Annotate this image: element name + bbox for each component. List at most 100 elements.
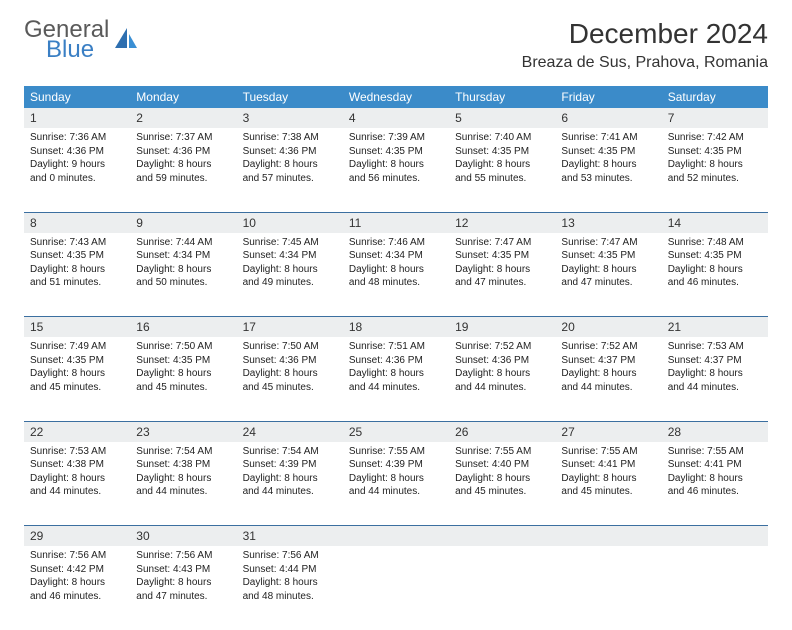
daynum-cell: 22 (24, 421, 130, 442)
day-cell: Sunrise: 7:54 AMSunset: 4:39 PMDaylight:… (237, 442, 343, 526)
daynum-cell: 7 (662, 108, 768, 128)
daynum-cell (662, 526, 768, 547)
day-number: 2 (130, 108, 236, 128)
day-details: Sunrise: 7:55 AMSunset: 4:40 PMDaylight:… (449, 442, 555, 505)
day-cell: Sunrise: 7:55 AMSunset: 4:40 PMDaylight:… (449, 442, 555, 526)
daynum-cell: 10 (237, 212, 343, 233)
day-number: 16 (130, 317, 236, 337)
content-row: Sunrise: 7:36 AMSunset: 4:36 PMDaylight:… (24, 128, 768, 212)
daynum-cell: 12 (449, 212, 555, 233)
day-number: 29 (24, 526, 130, 546)
daynum-cell: 14 (662, 212, 768, 233)
day-cell: Sunrise: 7:55 AMSunset: 4:41 PMDaylight:… (555, 442, 661, 526)
day-number: 5 (449, 108, 555, 128)
day-details: Sunrise: 7:56 AMSunset: 4:43 PMDaylight:… (130, 546, 236, 609)
title-block: December 2024 Breaza de Sus, Prahova, Ro… (522, 18, 768, 72)
weekday-header: Tuesday (237, 86, 343, 108)
day-cell (662, 546, 768, 630)
day-cell (449, 546, 555, 630)
day-cell: Sunrise: 7:46 AMSunset: 4:34 PMDaylight:… (343, 233, 449, 317)
daynum-cell: 11 (343, 212, 449, 233)
weekday-header: Monday (130, 86, 236, 108)
day-details: Sunrise: 7:53 AMSunset: 4:37 PMDaylight:… (662, 337, 768, 400)
day-details: Sunrise: 7:46 AMSunset: 4:34 PMDaylight:… (343, 233, 449, 296)
daynum-cell: 15 (24, 317, 130, 338)
day-cell: Sunrise: 7:56 AMSunset: 4:43 PMDaylight:… (130, 546, 236, 630)
day-number: 19 (449, 317, 555, 337)
day-details: Sunrise: 7:48 AMSunset: 4:35 PMDaylight:… (662, 233, 768, 296)
day-details: Sunrise: 7:42 AMSunset: 4:35 PMDaylight:… (662, 128, 768, 191)
day-number: 8 (24, 213, 130, 233)
day-number: 30 (130, 526, 236, 546)
daynum-row: 1234567 (24, 108, 768, 128)
day-details: Sunrise: 7:54 AMSunset: 4:39 PMDaylight:… (237, 442, 343, 505)
day-cell: Sunrise: 7:50 AMSunset: 4:35 PMDaylight:… (130, 337, 236, 421)
daynum-cell (555, 526, 661, 547)
weekday-header: Wednesday (343, 86, 449, 108)
month-title: December 2024 (522, 18, 768, 50)
day-number: 15 (24, 317, 130, 337)
day-details: Sunrise: 7:52 AMSunset: 4:36 PMDaylight:… (449, 337, 555, 400)
day-cell: Sunrise: 7:48 AMSunset: 4:35 PMDaylight:… (662, 233, 768, 317)
day-cell: Sunrise: 7:38 AMSunset: 4:36 PMDaylight:… (237, 128, 343, 212)
day-cell: Sunrise: 7:54 AMSunset: 4:38 PMDaylight:… (130, 442, 236, 526)
logo: General Blue (24, 18, 139, 62)
day-details: Sunrise: 7:56 AMSunset: 4:42 PMDaylight:… (24, 546, 130, 609)
day-details: Sunrise: 7:55 AMSunset: 4:41 PMDaylight:… (555, 442, 661, 505)
day-details: Sunrise: 7:39 AMSunset: 4:35 PMDaylight:… (343, 128, 449, 191)
day-number: 25 (343, 422, 449, 442)
day-details: Sunrise: 7:38 AMSunset: 4:36 PMDaylight:… (237, 128, 343, 191)
sail-icon (113, 26, 139, 57)
day-cell: Sunrise: 7:45 AMSunset: 4:34 PMDaylight:… (237, 233, 343, 317)
day-number: 27 (555, 422, 661, 442)
daynum-cell: 13 (555, 212, 661, 233)
location: Breaza de Sus, Prahova, Romania (522, 54, 768, 72)
day-details: Sunrise: 7:36 AMSunset: 4:36 PMDaylight:… (24, 128, 130, 191)
content-row: Sunrise: 7:56 AMSunset: 4:42 PMDaylight:… (24, 546, 768, 630)
daynum-row: 891011121314 (24, 212, 768, 233)
weekday-header: Thursday (449, 86, 555, 108)
day-number: 11 (343, 213, 449, 233)
day-cell: Sunrise: 7:51 AMSunset: 4:36 PMDaylight:… (343, 337, 449, 421)
day-number: 13 (555, 213, 661, 233)
daynum-cell: 4 (343, 108, 449, 128)
day-details: Sunrise: 7:52 AMSunset: 4:37 PMDaylight:… (555, 337, 661, 400)
daynum-cell: 30 (130, 526, 236, 547)
day-cell: Sunrise: 7:53 AMSunset: 4:37 PMDaylight:… (662, 337, 768, 421)
day-cell: Sunrise: 7:39 AMSunset: 4:35 PMDaylight:… (343, 128, 449, 212)
daynum-cell: 6 (555, 108, 661, 128)
day-details: Sunrise: 7:43 AMSunset: 4:35 PMDaylight:… (24, 233, 130, 296)
daynum-cell: 25 (343, 421, 449, 442)
day-number: 18 (343, 317, 449, 337)
calendar-table: SundayMondayTuesdayWednesdayThursdayFrid… (24, 86, 768, 630)
day-cell: Sunrise: 7:41 AMSunset: 4:35 PMDaylight:… (555, 128, 661, 212)
day-details: Sunrise: 7:40 AMSunset: 4:35 PMDaylight:… (449, 128, 555, 191)
day-details: Sunrise: 7:56 AMSunset: 4:44 PMDaylight:… (237, 546, 343, 609)
day-details: Sunrise: 7:44 AMSunset: 4:34 PMDaylight:… (130, 233, 236, 296)
day-number: 4 (343, 108, 449, 128)
day-details: Sunrise: 7:37 AMSunset: 4:36 PMDaylight:… (130, 128, 236, 191)
day-number: 20 (555, 317, 661, 337)
day-details: Sunrise: 7:55 AMSunset: 4:41 PMDaylight:… (662, 442, 768, 505)
day-cell: Sunrise: 7:47 AMSunset: 4:35 PMDaylight:… (449, 233, 555, 317)
day-number: 10 (237, 213, 343, 233)
day-details: Sunrise: 7:53 AMSunset: 4:38 PMDaylight:… (24, 442, 130, 505)
day-cell: Sunrise: 7:52 AMSunset: 4:36 PMDaylight:… (449, 337, 555, 421)
weekday-header: Sunday (24, 86, 130, 108)
day-details: Sunrise: 7:55 AMSunset: 4:39 PMDaylight:… (343, 442, 449, 505)
day-cell: Sunrise: 7:47 AMSunset: 4:35 PMDaylight:… (555, 233, 661, 317)
day-number: 14 (662, 213, 768, 233)
daynum-cell: 19 (449, 317, 555, 338)
content-row: Sunrise: 7:53 AMSunset: 4:38 PMDaylight:… (24, 442, 768, 526)
day-number: 28 (662, 422, 768, 442)
weekday-header: Saturday (662, 86, 768, 108)
daynum-cell: 1 (24, 108, 130, 128)
daynum-cell: 24 (237, 421, 343, 442)
day-number: 7 (662, 108, 768, 128)
day-cell: Sunrise: 7:49 AMSunset: 4:35 PMDaylight:… (24, 337, 130, 421)
day-cell: Sunrise: 7:44 AMSunset: 4:34 PMDaylight:… (130, 233, 236, 317)
day-number: 3 (237, 108, 343, 128)
content-row: Sunrise: 7:43 AMSunset: 4:35 PMDaylight:… (24, 233, 768, 317)
day-number: 22 (24, 422, 130, 442)
day-number: 6 (555, 108, 661, 128)
